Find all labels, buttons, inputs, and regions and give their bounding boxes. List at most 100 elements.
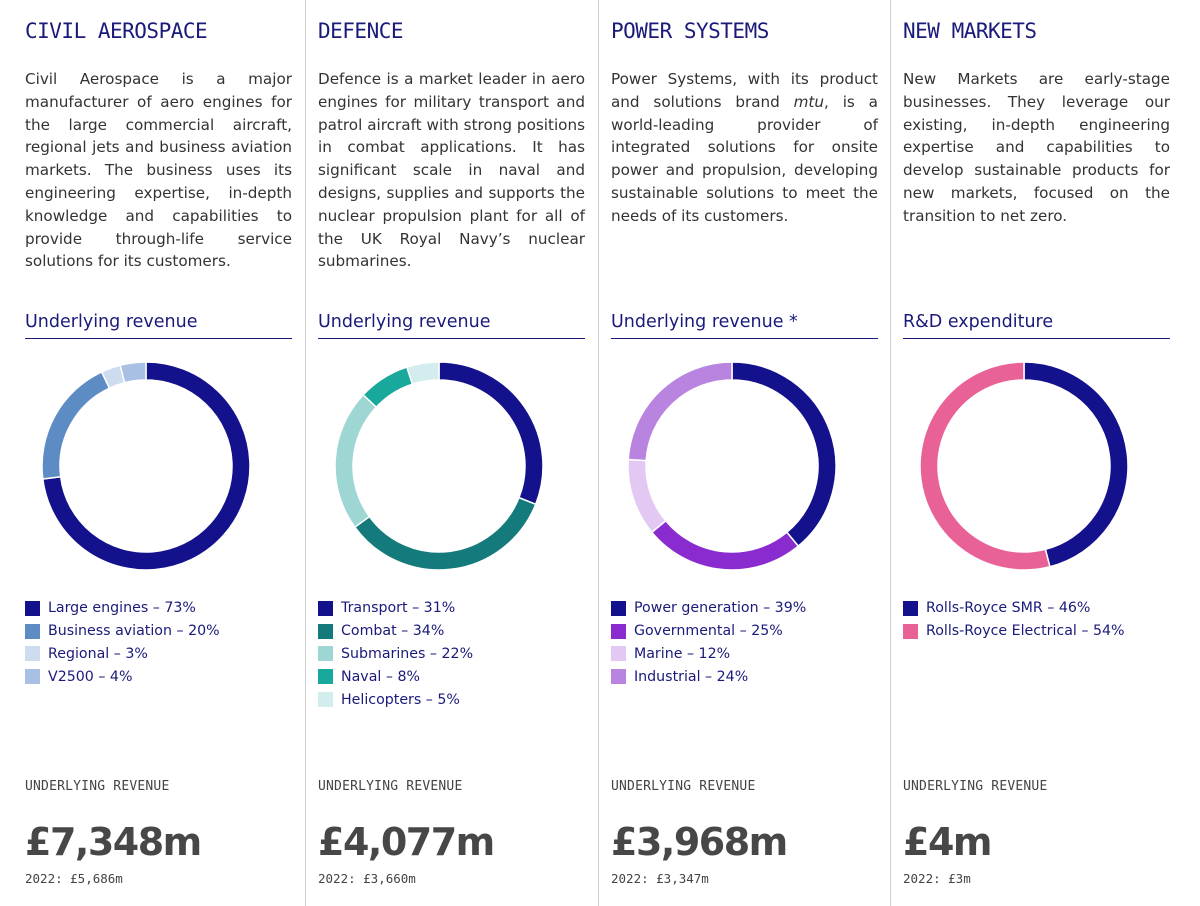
segment-description: New Markets are early-stage businesses. … — [903, 70, 1170, 225]
legend-item: Submarines – 22% — [318, 643, 473, 666]
description-part: , is a world-leading provider of integra… — [611, 92, 878, 225]
chart-title: Underlying revenue * — [611, 312, 878, 339]
revenue-label: UNDERLYING REVENUE — [611, 779, 756, 794]
description-part: Power Systems, with its product and solu… — [611, 70, 878, 111]
column-divider-3 — [890, 0, 891, 906]
column-divider-2 — [598, 0, 599, 906]
segment-title: CIVIL AEROSPACE — [25, 19, 208, 43]
donut-chart — [627, 361, 837, 571]
segment-defence: DEFENCE Defence is a market leader in ae… — [318, 0, 585, 906]
legend-swatch — [903, 623, 918, 639]
segment-civil-aerospace: CIVIL AEROSPACE Civil Aerospace is a maj… — [25, 0, 292, 906]
legend-label: Rolls-Royce Electrical – 54% — [926, 623, 1125, 640]
legend-swatch — [318, 600, 333, 616]
legend-label: Industrial – 24% — [634, 668, 749, 685]
legend-item: Governmental – 25% — [611, 620, 806, 643]
previous-year-revenue: 2022: £3,347m — [611, 871, 709, 886]
legend-item: Regional – 3% — [25, 643, 220, 666]
legend-label: Large engines – 73% — [48, 600, 196, 617]
donut-slice-2 — [627, 458, 667, 534]
legend-item: Combat – 34% — [318, 620, 473, 643]
previous-year-revenue: 2022: £3m — [903, 871, 971, 886]
donut-slice-0 — [438, 361, 544, 506]
donut-slice-3 — [627, 361, 733, 462]
segment-description: Defence is a market leader in aero engin… — [318, 70, 585, 271]
legend-label: Helicopters – 5% — [341, 691, 460, 708]
legend-item: Industrial – 24% — [611, 665, 806, 688]
legend-swatch — [611, 669, 626, 685]
legend-label: Submarines – 22% — [341, 645, 474, 662]
segment-title: POWER SYSTEMS — [611, 19, 769, 43]
legend-label: Regional – 3% — [48, 645, 148, 662]
legend-label: Power generation – 39% — [634, 600, 807, 617]
legend-swatch — [611, 623, 626, 639]
donut-slice-0 — [1023, 361, 1129, 568]
chart-legend: Rolls-Royce SMR – 46% Rolls-Royce Electri… — [903, 597, 1125, 643]
legend-swatch — [318, 669, 333, 685]
legend-label: Governmental – 25% — [634, 623, 783, 640]
donut-slice-1 — [353, 496, 537, 571]
legend-swatch — [25, 623, 40, 639]
segment-description: Power Systems, with its product and solu… — [611, 68, 878, 228]
chart-title: Underlying revenue — [318, 312, 585, 339]
previous-year-revenue: 2022: £5,686m — [25, 871, 123, 886]
chart-legend: Large engines – 73% Business aviation – 2… — [25, 597, 220, 688]
legend-swatch — [318, 692, 333, 708]
legend-label: Naval – 8% — [341, 668, 420, 685]
donut-slice-0 — [41, 361, 251, 571]
chart-title: Underlying revenue — [25, 312, 292, 339]
revenue-value: £4m — [903, 820, 992, 864]
revenue-label: UNDERLYING REVENUE — [903, 779, 1048, 794]
donut-chart — [41, 361, 251, 571]
segment-power-systems: POWER SYSTEMS Power Systems, with its pr… — [611, 0, 878, 906]
revenue-value: £3,968m — [611, 820, 788, 864]
segment-new-markets: NEW MARKETS New Markets are early-stage … — [903, 0, 1170, 906]
revenue-label: UNDERLYING REVENUE — [25, 779, 170, 794]
donut-slice-3 — [362, 366, 414, 409]
segment-title: DEFENCE — [318, 19, 404, 43]
legend-label: Rolls-Royce SMR – 46% — [926, 600, 1091, 617]
donut-slice-2 — [334, 393, 378, 529]
legend-swatch — [318, 623, 333, 639]
legend-item: Business aviation – 20% — [25, 620, 220, 643]
donut-slice-1 — [41, 370, 111, 480]
previous-year-revenue: 2022: £3,660m — [318, 871, 416, 886]
chart-legend: Power generation – 39% Governmental – 25%… — [611, 597, 806, 688]
legend-item: Transport – 31% — [318, 597, 473, 620]
legend-label: Marine – 12% — [634, 645, 731, 662]
column-divider-1 — [305, 0, 306, 906]
legend-swatch — [25, 669, 40, 685]
donut-slice-3 — [119, 361, 147, 384]
legend-swatch — [611, 600, 626, 616]
legend-label: V2500 – 4% — [48, 668, 133, 685]
legend-swatch — [25, 600, 40, 616]
donut-slice-4 — [405, 361, 440, 386]
legend-item: Rolls-Royce SMR – 46% — [903, 597, 1125, 620]
donut-chart — [919, 361, 1129, 571]
revenue-value: £7,348m — [25, 820, 202, 864]
legend-item: Rolls-Royce Electrical – 54% — [903, 620, 1125, 643]
legend-label: Business aviation – 20% — [48, 623, 220, 640]
segment-title: NEW MARKETS — [903, 19, 1037, 43]
revenue-label: UNDERLYING REVENUE — [318, 779, 463, 794]
revenue-value: £4,077m — [318, 820, 495, 864]
legend-swatch — [903, 600, 918, 616]
donut-chart — [334, 361, 544, 571]
legend-item: Large engines – 73% — [25, 597, 220, 620]
chart-title: R&D expenditure — [903, 312, 1170, 339]
donut-slice-0 — [731, 361, 837, 548]
brand-name: mtu — [793, 92, 825, 111]
legend-item: Marine – 12% — [611, 643, 806, 666]
chart-legend: Transport – 31% Combat – 34% Submarines – … — [318, 597, 473, 711]
donut-slice-1 — [650, 519, 800, 571]
legend-item: Naval – 8% — [318, 665, 473, 688]
legend-item: Power generation – 39% — [611, 597, 806, 620]
segment-description: Civil Aerospace is a major manufacturer … — [25, 70, 292, 271]
legend-item: Helicopters – 5% — [318, 688, 473, 711]
legend-swatch — [318, 646, 333, 662]
legend-swatch — [611, 646, 626, 662]
legend-label: Transport – 31% — [341, 600, 456, 617]
legend-label: Combat – 34% — [341, 623, 445, 640]
donut-slice-1 — [919, 361, 1051, 571]
legend-swatch — [25, 646, 40, 662]
